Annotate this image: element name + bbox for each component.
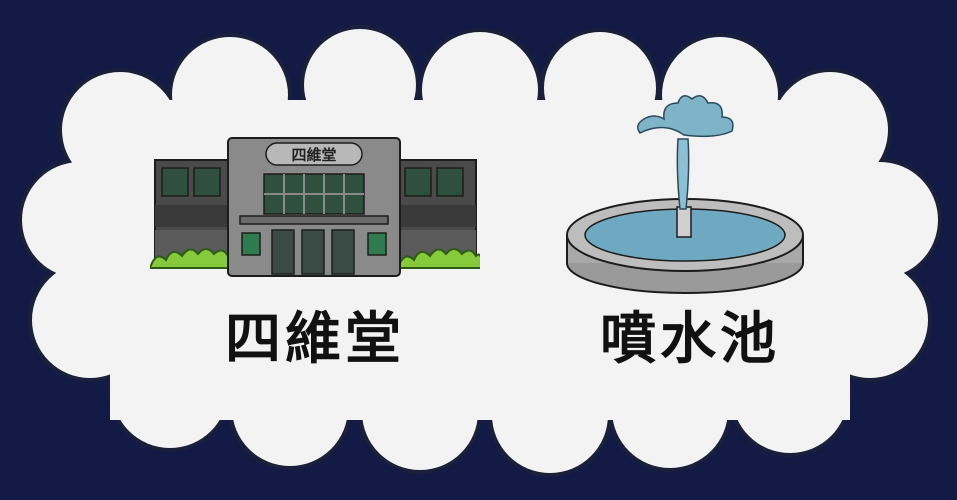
building-icon: 四維堂 [150,137,480,277]
building-caption: 四維堂 [225,307,405,372]
building-sign-text: 四維堂 [291,146,336,164]
fountain-caption: 噴水池 [600,307,780,372]
fountain-icon [566,95,804,294]
